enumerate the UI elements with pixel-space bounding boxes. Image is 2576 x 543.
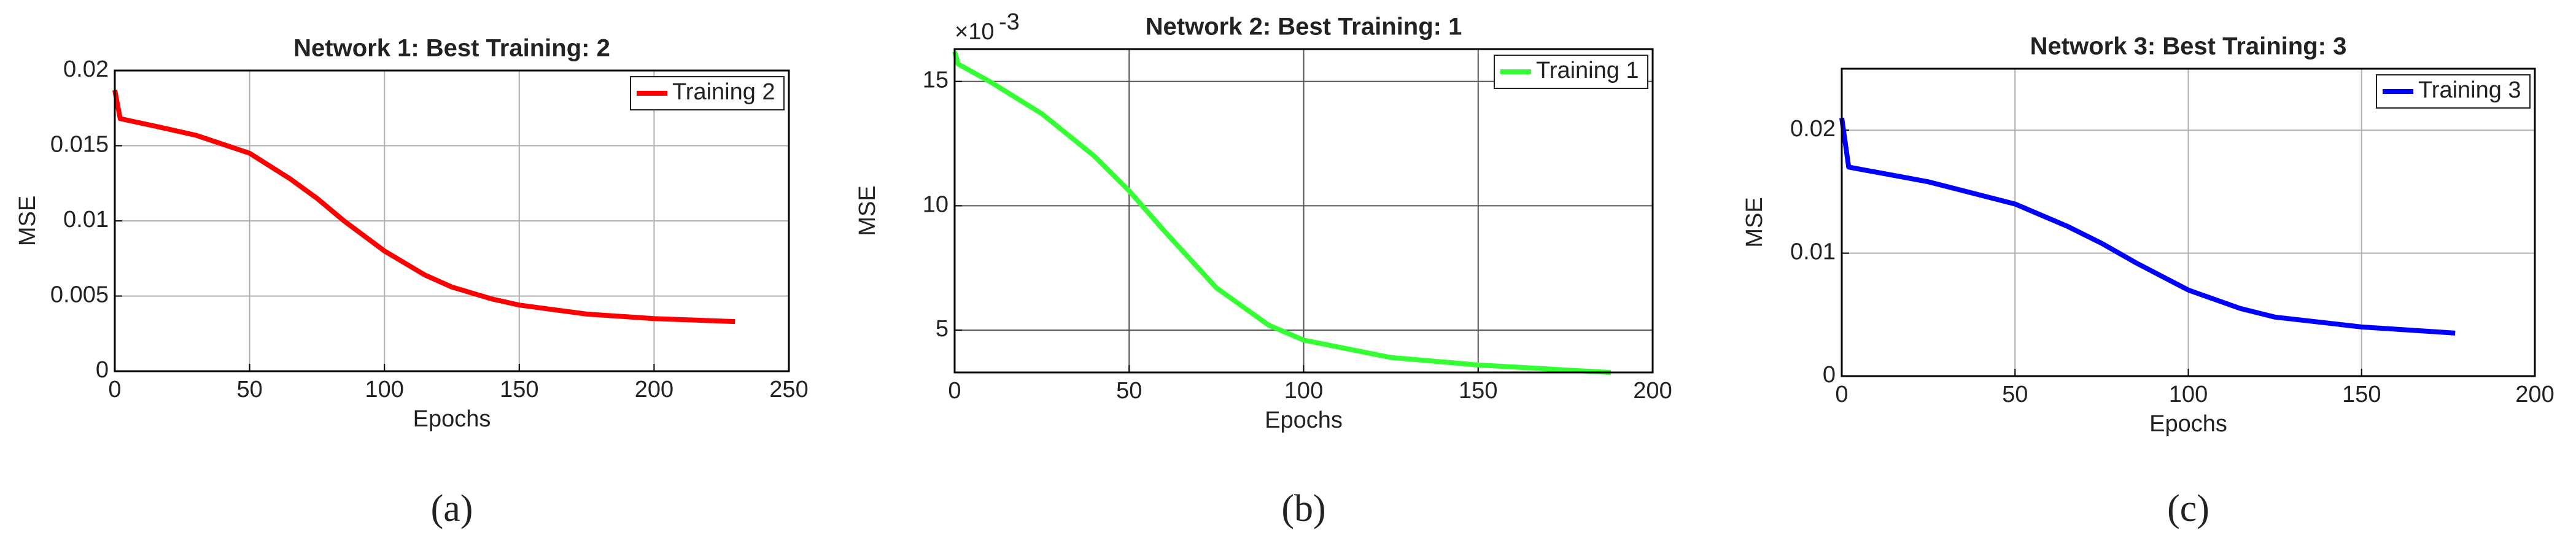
x-tick-label: 200 — [1633, 378, 1672, 404]
y-tick-label: 15 — [923, 67, 949, 93]
chart-title: Network 3: Best Training: 3 — [2030, 33, 2347, 60]
series-line — [1839, 117, 2456, 336]
legend-label: Training 2 — [672, 79, 775, 105]
x-tick-label: 0 — [1835, 382, 1848, 407]
y-tick-label: 0 — [1823, 362, 1836, 388]
y-multiplier-exp: -3 — [999, 9, 1020, 35]
x-axis-label: Epochs — [413, 406, 491, 432]
y-axis-label: MSE — [1742, 197, 1767, 247]
x-tick-label: 50 — [2002, 382, 2028, 407]
caption: (a) — [431, 488, 473, 530]
x-tick-label: 50 — [236, 377, 262, 402]
series-line — [112, 90, 735, 325]
y-tick-label: 0.02 — [1790, 116, 1836, 142]
y-tick-label: 0.01 — [1790, 239, 1836, 265]
y-tick-label: 0.015 — [50, 132, 109, 158]
axes-frame — [953, 48, 1654, 374]
axes-frame — [1841, 67, 2536, 377]
x-tick-label: 150 — [2342, 382, 2381, 407]
x-tick-label: 250 — [769, 377, 808, 402]
x-tick-label: 100 — [2169, 382, 2208, 407]
chart-title: Network 1: Best Training: 2 — [293, 35, 610, 62]
y-tick-label: 0.01 — [63, 207, 109, 233]
y-tick-label: 10 — [923, 191, 949, 217]
x-tick-label: 200 — [635, 377, 673, 402]
y-tick-label: 0.005 — [50, 282, 109, 308]
caption: (c) — [2167, 488, 2209, 530]
chart-title: Network 2: Best Training: 1 — [1146, 13, 1462, 40]
x-axis-label: Epochs — [2149, 411, 2227, 437]
x-axis-label: Epochs — [1265, 407, 1343, 433]
x-tick-label: 150 — [1459, 378, 1497, 404]
y-axis-label: MSE — [855, 185, 880, 236]
y-tick-label: 0 — [96, 357, 109, 383]
x-tick-label: 150 — [500, 377, 538, 402]
x-tick-label: 50 — [1116, 378, 1142, 404]
x-tick-label: 100 — [365, 377, 403, 402]
y-tick-label: 0.02 — [63, 56, 109, 82]
legend-label: Training 3 — [2418, 77, 2521, 103]
x-tick-label: 100 — [1284, 378, 1323, 404]
series-line — [952, 50, 1611, 375]
x-tick-label: 200 — [2515, 382, 2554, 407]
legend-label: Training 1 — [1536, 58, 1639, 83]
x-tick-label: 0 — [948, 378, 961, 404]
y-axis-label: MSE — [15, 196, 41, 246]
chart: 0 0.01 0.02 0 50 100 150 200 Training 3 Network 3… — [1742, 33, 2555, 530]
axes-frame — [114, 69, 790, 372]
y-tick-label: 5 — [936, 316, 949, 342]
chart: 0 0.005 0.01 0.015 0.02 0 50 100 150 200 250 Traini… — [15, 35, 809, 530]
y-multiplier: ×10 — [955, 19, 994, 45]
caption: (b) — [1281, 488, 1325, 530]
x-tick-label: 0 — [108, 377, 121, 402]
